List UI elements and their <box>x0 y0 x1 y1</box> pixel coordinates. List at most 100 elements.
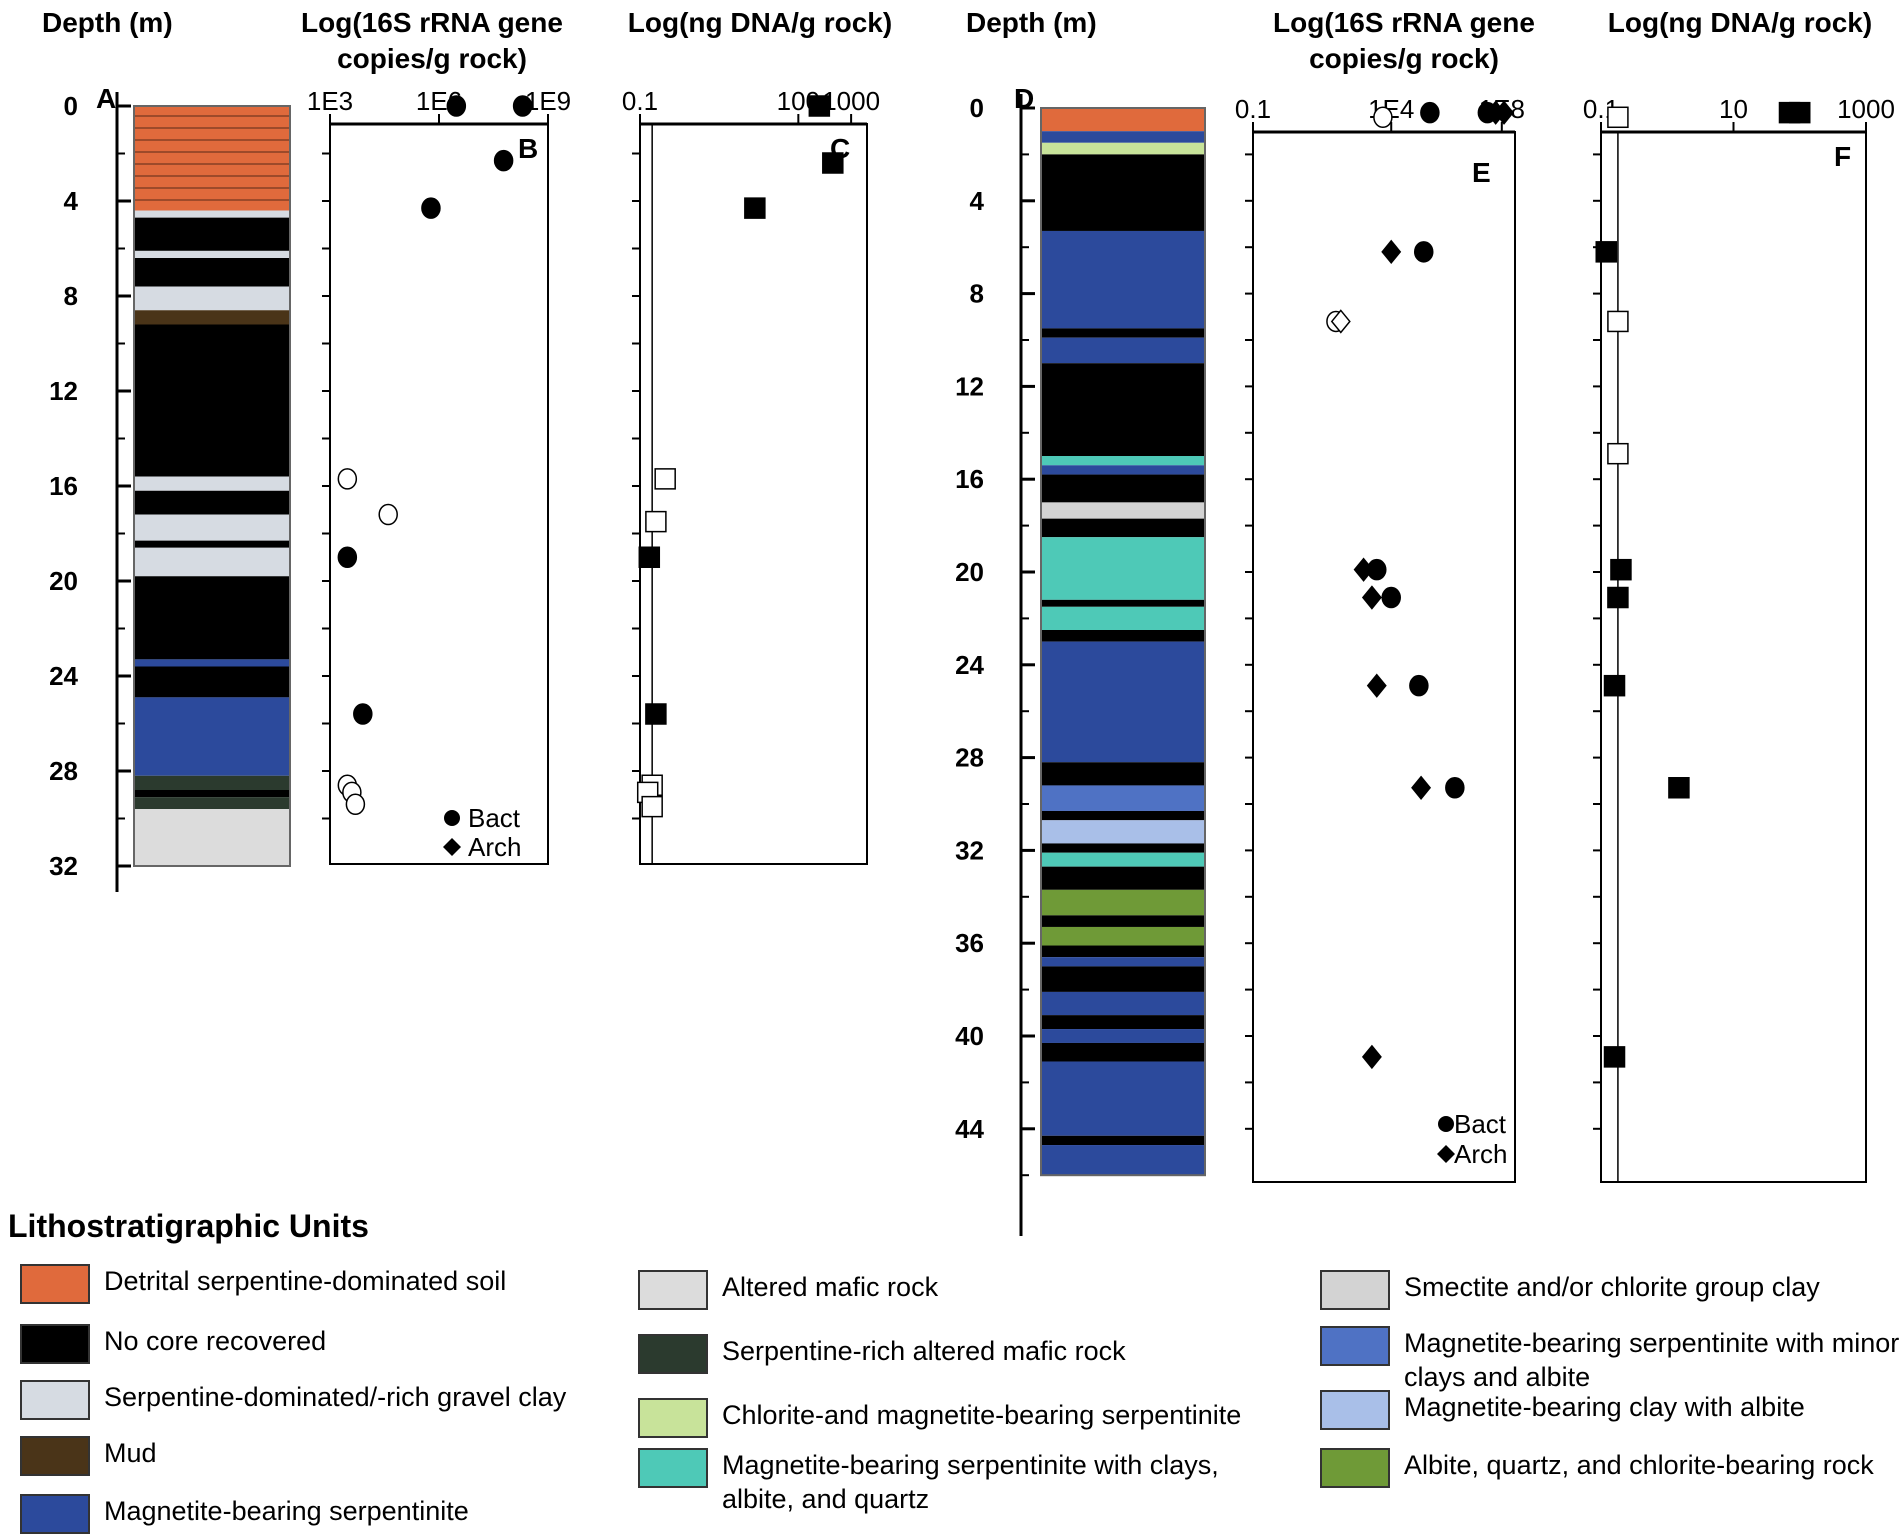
data-point-circle <box>337 546 358 568</box>
lithology-layer-magserp <box>1041 230 1205 329</box>
depth-tick-label: 32 <box>955 835 984 865</box>
data-point-circle <box>337 468 358 490</box>
depth-tick-label: 20 <box>955 557 984 587</box>
depth-tick-label: 44 <box>955 1114 984 1144</box>
lithology-layer-gravel <box>134 547 290 577</box>
gene-header-left-line1: Log(16S rRNA gene <box>301 7 563 38</box>
lithology-layer-serpmafic <box>134 775 290 790</box>
lithology-layer-magclayqtz <box>1041 456 1205 466</box>
legend-label: Detrital serpentine-dominated soil <box>104 1266 507 1296</box>
legend-bact-marker-e <box>1438 1116 1454 1132</box>
legend-swatch-magclayalb <box>1320 1390 1390 1430</box>
plot-frame <box>639 123 868 865</box>
depth-tick-label: 24 <box>49 661 78 691</box>
data-point-square <box>1603 674 1626 697</box>
data-point-square <box>1607 442 1629 465</box>
data-point-circle <box>1409 674 1429 697</box>
plot-frame <box>1600 131 1867 1183</box>
lithology-layer-magserp <box>1041 131 1205 143</box>
legend-item-magserp: Magnetite-bearing serpentinite <box>20 1494 469 1534</box>
x-tick-label: 1E9 <box>525 86 571 116</box>
legend-title: Lithostratigraphic Units <box>8 1208 369 1244</box>
lithology-layer-smectite <box>1041 502 1205 519</box>
lithology-layer-soil <box>134 106 290 211</box>
lithology-layer-nocore <box>1041 1135 1205 1146</box>
depth-tick-label: 24 <box>955 650 984 680</box>
x-tick-label: 1E3 <box>307 86 353 116</box>
lithology-layer-nocore <box>134 576 290 660</box>
panel-letter-a: A <box>96 83 116 114</box>
data-point-circle <box>421 197 441 219</box>
legend-swatch-altmafic <box>638 1270 708 1310</box>
data-point-circle <box>1381 586 1401 609</box>
data-point-circle <box>1445 777 1465 799</box>
legend-swatch-smectite <box>1320 1270 1390 1310</box>
legend-item-magminor: Magnetite-bearing serpentinite with mino… <box>1320 1326 1900 1394</box>
legend-item-gravel: Serpentine-dominated/-rich gravel clay <box>20 1380 566 1420</box>
depth-tick-label: 40 <box>955 1021 984 1051</box>
lithology-layer-nocore <box>1041 599 1205 607</box>
column-border <box>133 105 291 867</box>
gene-header-left-line2: copies/g rock) <box>337 43 527 74</box>
lithology-layer-nocore <box>1041 630 1205 642</box>
lithology-layer-nocore <box>134 540 290 548</box>
lithology-layer-nocore <box>1041 154 1205 231</box>
lithology-layer-magserp <box>1041 337 1205 364</box>
depth-axis-right: 0 4 8 12 16 20 24 28 32 36 40 44 <box>955 93 1035 1236</box>
lithology-layer-magserp <box>134 697 290 776</box>
depth-tick-label: 4 <box>970 186 985 216</box>
legend-swatch-serpmafic <box>638 1334 708 1374</box>
lithology-layer-nocore <box>134 666 290 698</box>
lithology-layer-nocore <box>134 490 290 515</box>
depth-tick-label: 28 <box>49 756 78 786</box>
data-point-circle <box>446 95 467 117</box>
data-point-square <box>1610 558 1632 581</box>
data-point-diamond <box>1366 673 1387 698</box>
data-point-circle <box>1413 241 1434 263</box>
data-point-square <box>645 703 667 725</box>
legend-item-magclayalb: Magnetite-bearing clay with albite <box>1320 1390 1900 1430</box>
legend-item-chlmag: Chlorite-and magnetite-bearing serpentin… <box>638 1398 1278 1438</box>
depth-tick-label: 32 <box>49 851 78 881</box>
legend-item-magclayqtz: Magnetite-bearing serpentinite with clay… <box>638 1448 1278 1516</box>
legend-label: Serpentine-dominated/-rich gravel clay <box>104 1382 567 1412</box>
legend-label: Mud <box>104 1438 157 1468</box>
legend-swatch-magserp <box>20 1494 90 1534</box>
depth-tick-label: 28 <box>955 743 984 773</box>
data-point-square <box>1607 106 1629 129</box>
legend-label: Magnetite-bearing clay with albite <box>1404 1392 1805 1422</box>
dna-header-right: Log(ng DNA/g rock) <box>1608 7 1872 38</box>
lithology-layer-nocore <box>1041 474 1205 503</box>
lithology-layer-magserp <box>1041 957 1205 967</box>
data-point-circle <box>493 149 514 172</box>
lithology-layer-albqtz <box>1041 889 1205 916</box>
lithology-layer-nocore <box>134 258 290 287</box>
data-point-diamond <box>1494 100 1514 125</box>
depth-tick-label: 16 <box>49 471 78 501</box>
legend-item-nocore: No core recovered <box>20 1324 326 1364</box>
legend-label: Serpentine-rich altered mafic rock <box>722 1336 1126 1366</box>
dna-header-left: Log(ng DNA/g rock) <box>628 7 892 38</box>
legend-swatch-soil <box>20 1264 90 1304</box>
legend-item-soil: Detrital serpentine-dominated soil <box>20 1264 506 1304</box>
data-point-square <box>1595 241 1617 263</box>
data-point-square <box>744 197 766 219</box>
legend-swatch-gravel <box>20 1380 90 1420</box>
x-tick-label: 1000 <box>1837 94 1895 124</box>
data-point-square <box>822 152 844 174</box>
legend-swatch-nocore <box>20 1324 90 1364</box>
lithology-layer-serpmafic <box>134 797 290 809</box>
legend-swatch-mud <box>20 1436 90 1476</box>
data-point-circle <box>345 793 366 815</box>
data-point-diamond <box>1361 1044 1382 1070</box>
panel-letter-b: B <box>518 133 538 164</box>
panel-letter-f: F <box>1834 141 1851 172</box>
lithology-column-right <box>1040 107 1206 1177</box>
data-point-square <box>638 546 661 568</box>
data-point-square <box>641 795 663 818</box>
legend-label: Magnetite-bearing serpentinite with mino… <box>1404 1328 1900 1392</box>
lithology-layer-magminor <box>1041 785 1205 811</box>
depth-tick-label: 4 <box>64 186 79 216</box>
plot-frame <box>329 123 549 865</box>
data-point-square <box>808 95 831 117</box>
